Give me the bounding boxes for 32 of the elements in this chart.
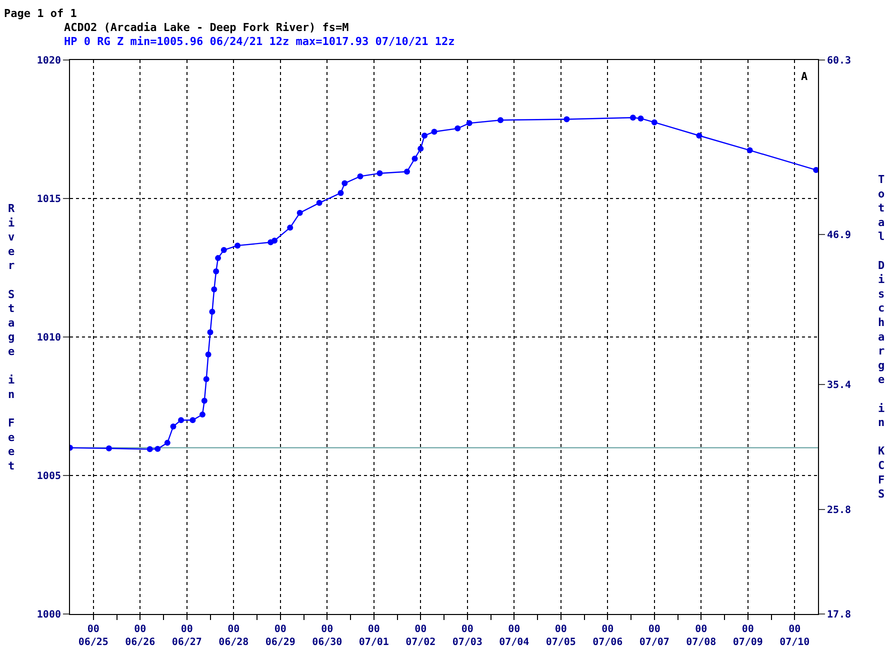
y2-tick-label: 35.4 — [827, 380, 852, 392]
y-tick-label: 1000 — [36, 610, 61, 620]
text: River Stage in Feet — [8, 202, 15, 472]
y2-tick-label: 46.9 — [827, 230, 852, 242]
x-tick-label: 00 06/26 — [125, 624, 156, 648]
annotation: A — [801, 70, 808, 83]
text: Total Discharge in KCFS — [878, 173, 885, 501]
x-tick-label: 00 07/07 — [639, 624, 670, 648]
x-tick-label: 00 06/27 — [172, 624, 202, 648]
x-tick-label: 00 07/03 — [452, 624, 482, 648]
y2-tick-label: 60.3 — [827, 56, 852, 66]
y-tick-label: 1010 — [36, 332, 61, 344]
y2-tick-label: 17.8 — [827, 610, 852, 620]
x-tick-label: 00 07/10 — [780, 624, 810, 648]
x-tick-label: 00 06/30 — [312, 624, 342, 648]
y2-tick-label: 25.8 — [827, 505, 852, 516]
chart-subtitle: HP 0 RG Z min=1005.96 06/24/21 12z max=1017.93 07/10/21 12z — [64, 35, 455, 48]
x-tick-label: 00 06/28 — [218, 624, 249, 648]
chart-title: ACDO2 (Arcadia Lake - Deep Fork River) fs=M — [64, 21, 350, 34]
y-tick-label: 1005 — [36, 471, 61, 482]
x-tick-label: 00 07/08 — [686, 624, 716, 648]
text: Page 1 of 1 — [4, 7, 78, 20]
x-tick-label: 00 07/09 — [732, 624, 763, 648]
x-tick-label: 00 07/06 — [592, 624, 623, 648]
x-tick-label: 00 06/25 — [78, 624, 108, 648]
x-tick-label: 00 07/05 — [546, 624, 576, 648]
y-tick-label: 1015 — [36, 194, 61, 205]
x-tick-label: 00 06/29 — [265, 624, 296, 648]
x-tick-label: 00 07/04 — [499, 624, 530, 648]
x-tick-label: 00 07/02 — [406, 624, 436, 648]
x-tick-label: 00 07/01 — [358, 624, 389, 648]
y-tick-label: 1020 — [36, 56, 61, 66]
